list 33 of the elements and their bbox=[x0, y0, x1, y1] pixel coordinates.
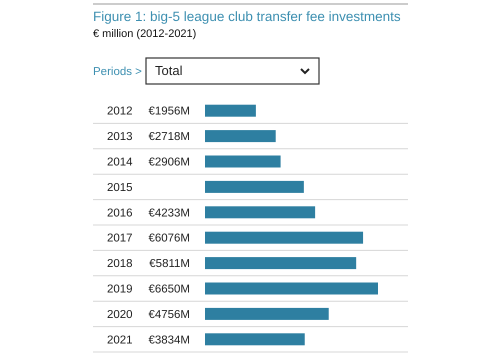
y-tick-label: 2019 bbox=[107, 284, 133, 296]
data-label: €4233M bbox=[148, 207, 190, 220]
bar bbox=[205, 206, 316, 218]
y-tick-label: 2021 bbox=[107, 334, 133, 346]
bar bbox=[205, 156, 281, 168]
data-label: €6076M bbox=[148, 232, 190, 245]
y-tick-label: 2012 bbox=[107, 106, 133, 118]
data-label: €3834M bbox=[148, 334, 190, 346]
text: Total bbox=[155, 63, 183, 78]
data-label: €5811M bbox=[149, 258, 190, 270]
bar bbox=[205, 308, 329, 320]
bar bbox=[205, 130, 276, 142]
data-label: €1956M bbox=[148, 106, 190, 118]
bar bbox=[205, 333, 305, 346]
y-tick-label: 2014 bbox=[107, 156, 134, 168]
y-tick-label: 2013 bbox=[107, 131, 133, 144]
bar bbox=[205, 257, 356, 270]
y-tick-label: 2016 bbox=[107, 207, 133, 220]
y-tick-label: 2018 bbox=[107, 258, 133, 270]
data-label: €2906M bbox=[148, 156, 190, 168]
chart-title: Figure 1: big-5 league club transfer fee investments bbox=[93, 9, 401, 24]
text: Periods > bbox=[93, 66, 142, 78]
bar bbox=[205, 232, 364, 244]
bar bbox=[205, 282, 378, 294]
bar bbox=[205, 104, 256, 117]
data-label: €4756M bbox=[148, 308, 190, 321]
y-tick-label: 2020 bbox=[107, 308, 133, 321]
data-label: €2718M bbox=[148, 131, 190, 144]
data-label: €6650M bbox=[148, 284, 190, 296]
y-tick-label: 2017 bbox=[107, 232, 133, 245]
y-tick-label: 2015 bbox=[107, 182, 133, 194]
chart-subtitle: € million (2012-2021) bbox=[93, 28, 196, 40]
bar bbox=[205, 180, 304, 193]
